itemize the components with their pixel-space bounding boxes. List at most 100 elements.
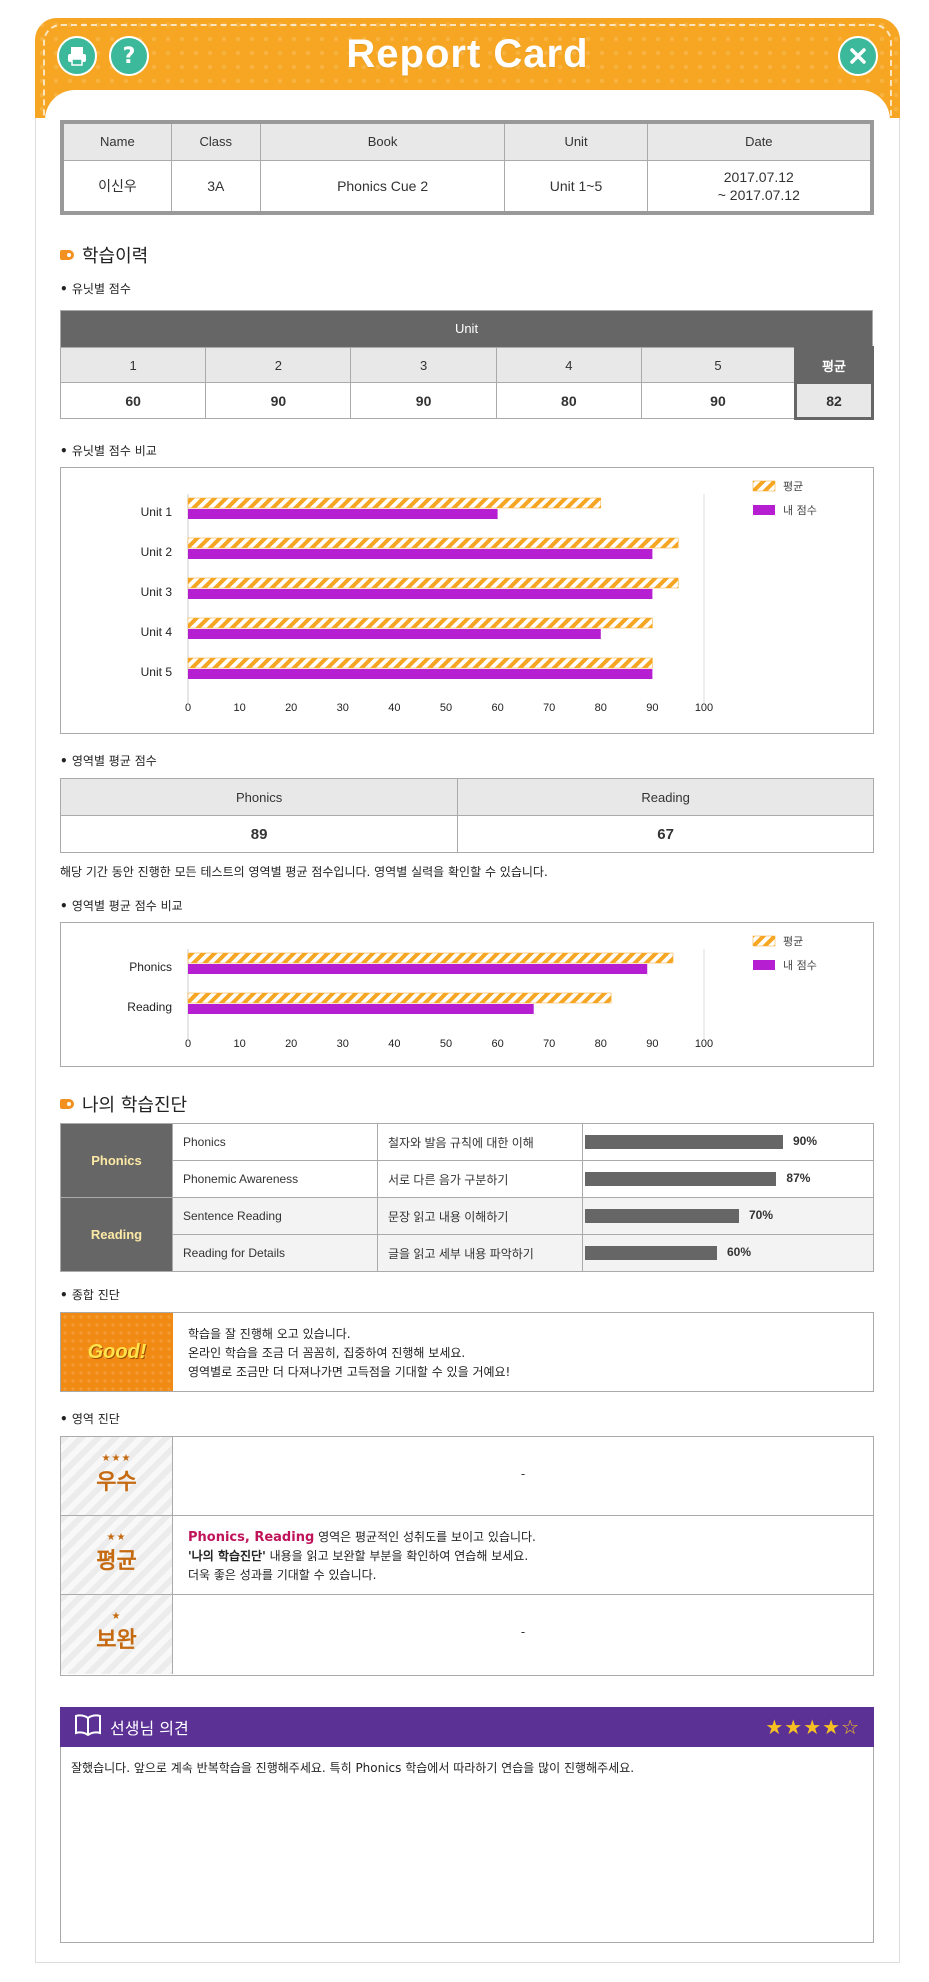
rating-stars: ★★★★☆ — [765, 1715, 860, 1739]
grade-improve-text: - — [520, 1625, 526, 1639]
category-label: Unit 3 — [141, 585, 173, 599]
x-tick-label: 80 — [595, 1038, 607, 1050]
diag-progress-bar: 90% — [585, 1134, 873, 1150]
x-tick-label: 100 — [695, 1038, 713, 1050]
diag-category: Phonics — [60, 1123, 173, 1198]
bar-my-score — [188, 669, 653, 679]
legend-label-average: 평균 — [783, 480, 803, 493]
x-tick-label: 100 — [695, 702, 713, 714]
x-tick-label: 70 — [543, 1038, 555, 1050]
diag-row: Reading for Details 글을 읽고 세부 내용 파악하기 60% — [61, 1234, 874, 1272]
page-title: Report Card — [346, 32, 589, 76]
bar-my-score — [188, 964, 648, 974]
legend-swatch-my-score — [753, 960, 775, 970]
x-tick-label: 80 — [595, 702, 607, 714]
diag-row: Phonics Phonics 철자와 발음 규칙에 대한 이해 90% — [60, 1123, 874, 1198]
bar-my-score — [188, 549, 653, 559]
x-tick-label: 10 — [233, 1038, 245, 1050]
bar-average — [187, 657, 653, 669]
info-date: 2017.07.12 ~ 2017.07.12 — [646, 159, 873, 214]
info-header-name: Name — [61, 121, 172, 161]
diag-desc: 철자와 발음 규칙에 대한 이해 — [377, 1123, 583, 1161]
x-tick-label: 70 — [543, 702, 555, 714]
area-compare-chart: Phonics Reading 0 10 20 30 40 50 60 70 80 90 100 평균 내 … — [60, 922, 874, 1067]
grade-excellent-text: - — [520, 1467, 526, 1481]
x-tick-label: 0 — [185, 702, 191, 714]
x-tick-label: 40 — [388, 702, 400, 714]
category-label: Reading — [127, 1000, 172, 1014]
info-date-start: 2017.07.12 — [723, 168, 794, 185]
unit-number: 5 — [640, 347, 797, 383]
info-header-book: Book — [259, 121, 506, 161]
overall-text: 학습을 잘 진행해 오고 있습니다. 온라인 학습을 조금 더 꼼꼼히, 집중하… — [188, 1327, 511, 1379]
category-label: Phonics — [129, 960, 172, 974]
area-chart-svg: Phonics Reading 0 10 20 30 40 50 60 70 80 90 100 평균내 … — [127, 935, 817, 1050]
unit-score-table: Unit 1 2 3 4 5 평균 60 90 90 80 90 82 — [59, 310, 874, 420]
x-tick-label: 60 — [491, 1038, 503, 1050]
grade-average-icon: ★★ 평균 — [61, 1516, 173, 1594]
info-header-date: Date — [646, 121, 873, 161]
bar-average — [187, 577, 679, 589]
close-icon[interactable] — [838, 36, 878, 76]
category-label: Unit 4 — [141, 625, 173, 639]
bar-average — [187, 617, 653, 629]
grade-row-excellent: ★★★ 우수 - — [61, 1437, 873, 1516]
bar-my-score — [188, 629, 601, 639]
unit-number: 4 — [495, 347, 642, 383]
diag-desc: 문장 읽고 내용 이해하기 — [377, 1197, 583, 1235]
unit-avg-header: 평균 — [794, 346, 874, 384]
unit-header: Unit — [60, 310, 873, 348]
area-scores-label: 영역별 평균 점수 — [60, 752, 157, 769]
diag-item: Phonics — [172, 1123, 378, 1161]
unit-score: 90 — [350, 382, 497, 419]
legend-label-my-score: 내 점수 — [783, 504, 817, 517]
diag-progress-bar: 70% — [585, 1208, 873, 1224]
area-score-table: Phonics Reading 89 67 — [59, 778, 874, 853]
bar-average — [187, 497, 602, 509]
printer-icon[interactable] — [57, 36, 97, 76]
area-diag-label: 영역 진단 — [60, 1410, 120, 1427]
bar-my-score — [188, 1004, 534, 1014]
diag-category: Reading — [60, 1197, 173, 1272]
x-tick-label: 40 — [388, 1038, 400, 1050]
unit-avg-score: 82 — [794, 381, 874, 420]
section-diagnosis-title: 나의 학습진단 — [60, 1091, 187, 1117]
diag-item: Sentence Reading — [172, 1197, 378, 1235]
header-bar: ? Report Card — [35, 18, 900, 130]
unit-scores-label: 유닛별 점수 — [60, 280, 131, 297]
unit-score: 90 — [640, 382, 797, 419]
diagnosis-table: Phonics Phonics 철자와 발음 규칙에 대한 이해 90% Pho… — [60, 1123, 874, 1272]
x-tick-label: 90 — [646, 1038, 658, 1050]
info-class: 3A — [170, 159, 261, 214]
x-tick-label: 20 — [285, 1038, 297, 1050]
tag-icon — [60, 1099, 74, 1109]
area-header-reading: Reading — [457, 778, 874, 816]
teacher-header: 선생님 의견 ★★★★☆ — [60, 1707, 874, 1747]
x-tick-label: 20 — [285, 702, 297, 714]
x-tick-label: 10 — [233, 702, 245, 714]
x-tick-label: 30 — [337, 702, 349, 714]
unit-score: 60 — [59, 382, 207, 419]
bar-my-score — [188, 589, 653, 599]
area-note: 해당 기간 동안 진행한 모든 테스트의 영역별 평균 점수입니다. 영역별 실… — [60, 865, 548, 879]
unit-score: 80 — [495, 382, 642, 419]
x-tick-label: 90 — [646, 702, 658, 714]
grade-excellent-icon: ★★★ 우수 — [61, 1437, 173, 1515]
diag-item: Phonemic Awareness — [172, 1160, 378, 1198]
legend-swatch-average — [752, 935, 776, 947]
info-date-end: ~ 2017.07.12 — [717, 186, 800, 203]
unit-number: 3 — [350, 347, 497, 383]
diag-row: Reading Sentence Reading 문장 읽고 내용 이해하기 7… — [60, 1197, 874, 1272]
bar-average — [187, 537, 679, 549]
info-header-class: Class — [170, 121, 261, 161]
x-tick-label: 60 — [491, 702, 503, 714]
overall-label: 종합 진단 — [60, 1286, 120, 1303]
unit-number: 2 — [205, 347, 352, 383]
unit-number: 1 — [59, 347, 207, 383]
help-icon[interactable]: ? — [109, 36, 149, 76]
category-label: Unit 2 — [141, 545, 173, 559]
overall-box: Good! 학습을 잘 진행해 오고 있습니다. 온라인 학습을 조금 더 꼼꼼… — [60, 1312, 874, 1392]
diag-progress-bar: 87% — [585, 1171, 873, 1187]
diag-progress-bar: 60% — [585, 1245, 873, 1261]
unit-chart-svg: Unit 1 Unit 2 Unit 3 Unit 4 Unit 5 0 10 20 30 40 5… — [141, 480, 817, 714]
